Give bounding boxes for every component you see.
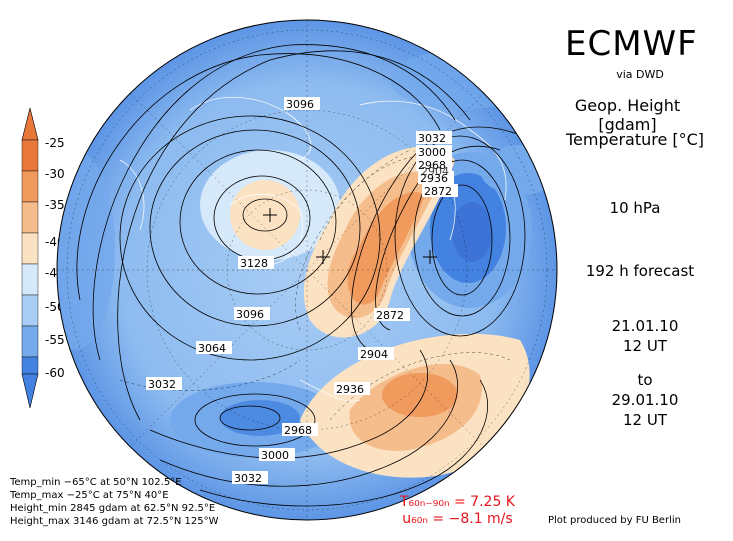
contour-label-3000-south: 3000 xyxy=(261,449,289,462)
field-label-height: Geop. Height [gdam] xyxy=(574,96,681,134)
colorbar-top-arrow xyxy=(21,107,39,141)
contour-label-3000-north: 3000 xyxy=(418,146,446,159)
colorbar-swatch-8 xyxy=(21,356,39,375)
contour-label-3096-top: 3096 xyxy=(286,98,314,111)
contour-label-2936-north: 2936 xyxy=(420,172,448,185)
colorbar-label-2: -30 xyxy=(45,167,65,181)
height-max-stat: Height_max 3146 gdam at 72.5°N 125°W xyxy=(10,516,219,527)
valid-date: 29.01.10 xyxy=(611,391,679,409)
contour-label-3032-west: 3032 xyxy=(148,378,176,391)
height-min-stat: Height_min 2845 gdam at 62.5°N 92.5°E xyxy=(10,503,216,514)
pressure-centers xyxy=(263,208,437,264)
colorbar-swatch-3 xyxy=(21,201,39,234)
zonal-wind-line: u₆₀ₙ = −8.1 m/s xyxy=(402,511,513,527)
valid-datetime: to 29.01.10 12 UT xyxy=(590,370,700,430)
contour-label-3096-mid: 3096 xyxy=(236,308,264,321)
contour-label-3032-north: 3032 xyxy=(418,132,446,145)
extremes-stats: Temp_min −65°C at 50°N 102.5°E Temp_max … xyxy=(10,476,219,528)
contour-label-2968-north: 2968 xyxy=(418,159,446,172)
isotherms xyxy=(119,149,511,421)
colorbar-label-7: -55 xyxy=(45,333,65,347)
contour-label-3064: 3064 xyxy=(198,342,226,355)
colorbar-label-8: -60 xyxy=(45,366,65,380)
colorbar-swatch-4 xyxy=(21,232,39,265)
credit-label: Plot produced by FU Berlin xyxy=(548,515,681,526)
temperature-gradient-line: T₆₀ₙ₋₉₀ₙ = 7.25 K xyxy=(400,494,515,510)
colorbar-swatch-6 xyxy=(21,294,39,327)
colorbar-bottom-arrow xyxy=(21,373,39,409)
pressure-level: 10 hPa xyxy=(609,199,661,217)
contour-label-2968-south: 2968 xyxy=(284,424,312,437)
colorbar-swatch-7 xyxy=(21,325,39,358)
contour-labels: 3096 3032 3000 2968 2936 2904 2872 3128 … xyxy=(146,97,458,485)
colorbar-label-1: -25 xyxy=(45,136,65,150)
contour-label-3032-south: 3032 xyxy=(234,472,262,485)
init-datetime: 21.01.10 12 UT xyxy=(590,316,700,356)
contour-label-2872-center: 2872 xyxy=(376,309,404,322)
contour-label-3128: 3128 xyxy=(240,257,268,270)
contour-label-2904-center: 2904 xyxy=(360,348,388,361)
init-date: 21.01.10 xyxy=(611,317,679,335)
temp-max-stat: Temp_max −25°C at 75°N 40°E xyxy=(10,490,169,501)
temperature-colorbar: -25 -30 -35 -40 -45 -50 -55 -60 xyxy=(21,107,65,409)
colorbar-label-3: -35 xyxy=(45,198,65,212)
valid-time: 12 UT xyxy=(623,411,667,429)
colorbar-swatch-1 xyxy=(21,139,39,172)
contour-label-2904-north: 2904 xyxy=(421,165,449,178)
source-label: via DWD xyxy=(616,68,664,81)
valid-to-label: to xyxy=(637,371,653,389)
colorbar-swatch-5 xyxy=(21,263,39,296)
derived-indices: T₆₀ₙ₋₉₀ₙ = 7.25 K u₆₀ₙ = −8.1 m/s xyxy=(385,494,530,528)
contour-label-2936-south: 2936 xyxy=(336,383,364,396)
field-label-temperature: Temperature [°C] xyxy=(565,130,705,149)
contour-label-2872-north: 2872 xyxy=(424,185,452,198)
map-disk: 3096 3032 3000 2968 2936 2904 2872 3128 … xyxy=(57,20,557,520)
colorbar-swatch-2 xyxy=(21,170,39,203)
model-title: ECMWF xyxy=(565,24,698,64)
temp-min-stat: Temp_min −65°C at 50°N 102.5°E xyxy=(10,477,182,488)
forecast-range: 192 h forecast xyxy=(585,262,695,280)
init-time: 12 UT xyxy=(623,337,667,355)
